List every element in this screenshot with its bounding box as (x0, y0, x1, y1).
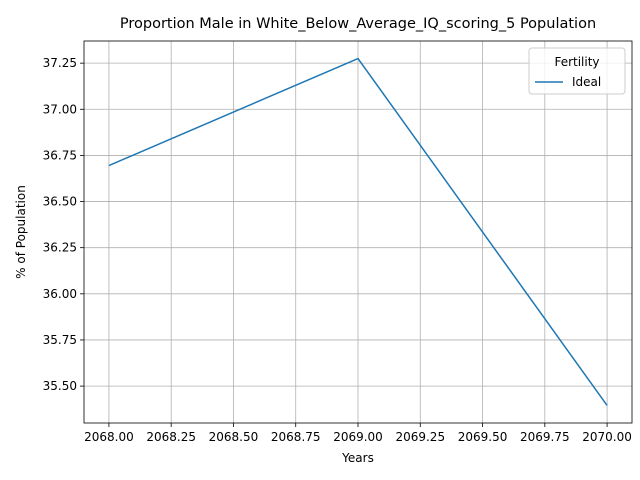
y-axis: 35.50 35.75 36.00 36.25 36.50 36.75 37.00 37.25 (43, 56, 84, 393)
y-tick-label: 35.50 (43, 379, 77, 393)
x-tick-label: 2069.50 (458, 430, 508, 444)
y-axis-label: % of Population (14, 185, 28, 279)
x-axis: 2068.00 2068.25 2068.50 2068.75 2069.00 2069.… (84, 423, 632, 444)
x-axis-label: Years (341, 451, 374, 465)
y-tick-label: 36.75 (43, 148, 77, 162)
y-tick-label: 36.00 (43, 287, 77, 301)
x-tick-label: 2068.50 (209, 430, 259, 444)
y-tick-label: 36.25 (43, 241, 77, 255)
grid (84, 41, 632, 423)
legend: Fertility Ideal (528, 47, 626, 95)
x-tick-label: 2070.00 (582, 430, 632, 444)
legend-entry-ideal: Ideal (572, 75, 601, 89)
y-tick-label: 37.25 (43, 56, 77, 70)
legend-title: Fertility (554, 55, 599, 69)
series-layer (108, 57, 608, 406)
x-tick-label: 2069.00 (333, 430, 383, 444)
x-tick-label: 2069.25 (395, 430, 445, 444)
chart-title: Proportion Male in White_Below_Average_I… (120, 16, 596, 32)
y-tick-label: 37.00 (43, 102, 77, 116)
x-tick-label: 2069.75 (520, 430, 570, 444)
x-tick-label: 2068.00 (84, 430, 134, 444)
x-tick-label: 2068.25 (146, 430, 196, 444)
y-tick-label: 35.75 (43, 333, 77, 347)
x-tick-label: 2068.75 (271, 430, 321, 444)
y-tick-label: 36.50 (43, 195, 77, 209)
